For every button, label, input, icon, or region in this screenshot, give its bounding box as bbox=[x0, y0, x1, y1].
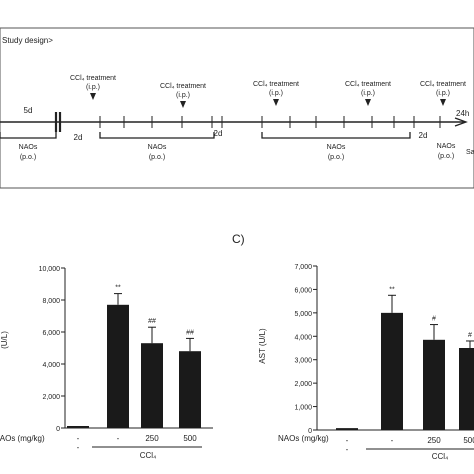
panel-letter-c: C) bbox=[232, 232, 245, 246]
down-triangle-icon bbox=[90, 93, 96, 100]
ccl4-marker: CCl₄ treatment (i.p.) bbox=[420, 81, 466, 106]
bar bbox=[107, 304, 129, 428]
ip-label: (i.p.) bbox=[176, 92, 190, 99]
po-label: (p.o.) bbox=[20, 154, 36, 161]
category-label: 500 bbox=[463, 436, 474, 445]
study-design-panel: Study design> CCl₄ treatment (i.p.) bbox=[0, 27, 474, 189]
category-label: 250 bbox=[145, 434, 159, 443]
category-label: - bbox=[346, 436, 349, 445]
y-tick-label: 5,000 bbox=[294, 311, 312, 318]
study-design-label: Study design> bbox=[2, 36, 53, 45]
category-label: 250 bbox=[427, 436, 441, 445]
y-ticks: 0 1,000 2,000 3,000 4,000 5,000 6,000 7,000 bbox=[294, 264, 317, 435]
y-tick-label: 8,000 bbox=[42, 298, 60, 305]
dose-label: NAOs (mg/kg) bbox=[0, 434, 45, 443]
significance-mark: ## bbox=[186, 329, 194, 336]
ccl4-absent-label: - bbox=[346, 445, 349, 454]
significance-mark: ** bbox=[389, 286, 395, 293]
duration-label: 2d bbox=[214, 129, 223, 138]
bar bbox=[179, 351, 201, 428]
y-tick-label: 0 bbox=[56, 426, 60, 433]
y-tick-label: 10,000 bbox=[39, 266, 61, 273]
nao-bracket bbox=[0, 132, 57, 139]
y-axis-label: (U/L) bbox=[0, 331, 9, 349]
dose-label: NAOs (mg/kg) bbox=[278, 434, 329, 443]
nao-label: NAOs bbox=[327, 144, 346, 151]
significance-mark: ** bbox=[115, 285, 121, 292]
po-label: (p.o.) bbox=[328, 154, 344, 161]
ast-bar-chart: AST (U/L) 0 1,000 2,000 3,000 4,000 5,000 6,00… bbox=[258, 264, 474, 461]
ccl4-marker: CCl₄ treatment (i.p.) bbox=[160, 83, 206, 108]
y-tick-label: 2,000 bbox=[42, 394, 60, 401]
nao-label: NAOs bbox=[148, 144, 167, 151]
ccl4-label: CCl₄ treatment bbox=[420, 81, 466, 88]
ccl4-marker: CCl₄ treatment (i.p.) bbox=[345, 81, 391, 106]
category-label: - bbox=[391, 436, 394, 445]
duration-label: 24h bbox=[456, 109, 469, 118]
down-triangle-icon bbox=[273, 99, 279, 106]
nao-bracket bbox=[99, 132, 215, 139]
y-tick-label: 6,000 bbox=[42, 330, 60, 337]
ccl4-label: CCl₄ treatment bbox=[345, 81, 391, 88]
category-label: - bbox=[117, 434, 120, 443]
study-design-frame bbox=[0, 27, 474, 189]
y-axis-label: AST (U/L) bbox=[258, 328, 267, 364]
category-label: 500 bbox=[183, 434, 197, 443]
category-label: - bbox=[77, 434, 80, 443]
bars: ** ## ## bbox=[67, 285, 201, 428]
nao-bracket bbox=[261, 132, 411, 139]
po-label: (p.o.) bbox=[438, 153, 454, 160]
timeline-arrowhead bbox=[454, 117, 468, 127]
duration-label: 2d bbox=[74, 133, 83, 142]
ccl4-marker: CCl₄ treatment (i.p.) bbox=[70, 75, 116, 100]
alt-bar-chart: (U/L) 0 2,000 4,000 6,000 8,000 10,000 ** ## ##… bbox=[0, 266, 213, 460]
bar bbox=[381, 312, 403, 430]
y-tick-label: 3,000 bbox=[294, 358, 312, 365]
ccl4-label: CCl₄ treatment bbox=[70, 75, 116, 82]
bar bbox=[423, 339, 445, 430]
significance-mark: ## bbox=[148, 318, 156, 325]
down-triangle-icon bbox=[180, 101, 186, 108]
duration-label: 5d bbox=[24, 106, 33, 115]
truncated-label: Sa bbox=[466, 149, 474, 156]
down-triangle-icon bbox=[365, 99, 371, 106]
group-label: CCl₄ bbox=[432, 452, 449, 461]
significance-mark: # bbox=[468, 332, 472, 339]
ip-label: (i.p.) bbox=[361, 90, 375, 97]
bar bbox=[141, 343, 163, 428]
y-tick-label: 0 bbox=[308, 428, 312, 435]
duration-label: 2d bbox=[419, 131, 428, 140]
y-ticks: 0 2,000 4,000 6,000 8,000 10,000 bbox=[39, 266, 65, 433]
y-tick-label: 1,000 bbox=[294, 405, 312, 412]
ccl4-label: CCl₄ treatment bbox=[160, 83, 206, 90]
po-label: (p.o.) bbox=[149, 154, 165, 161]
ccl4-absent-label: - bbox=[77, 443, 80, 452]
group-label: CCl₄ bbox=[140, 451, 157, 460]
ip-label: (i.p.) bbox=[436, 90, 450, 97]
y-tick-label: 7,000 bbox=[294, 264, 312, 271]
bars: ** # # bbox=[336, 286, 474, 430]
down-triangle-icon bbox=[440, 99, 446, 106]
ip-label: (i.p.) bbox=[86, 84, 100, 91]
significance-mark: # bbox=[432, 316, 436, 323]
ip-label: (i.p.) bbox=[269, 90, 283, 97]
bar bbox=[459, 348, 474, 430]
ccl4-marker: CCl₄ treatment (i.p.) bbox=[253, 81, 299, 106]
nao-label: NAOs bbox=[437, 143, 456, 150]
y-tick-label: 4,000 bbox=[294, 334, 312, 341]
y-tick-label: 6,000 bbox=[294, 287, 312, 294]
y-tick-label: 4,000 bbox=[42, 362, 60, 369]
y-tick-label: 2,000 bbox=[294, 381, 312, 388]
ccl4-label: CCl₄ treatment bbox=[253, 81, 299, 88]
nao-label: NAOs bbox=[19, 144, 38, 151]
